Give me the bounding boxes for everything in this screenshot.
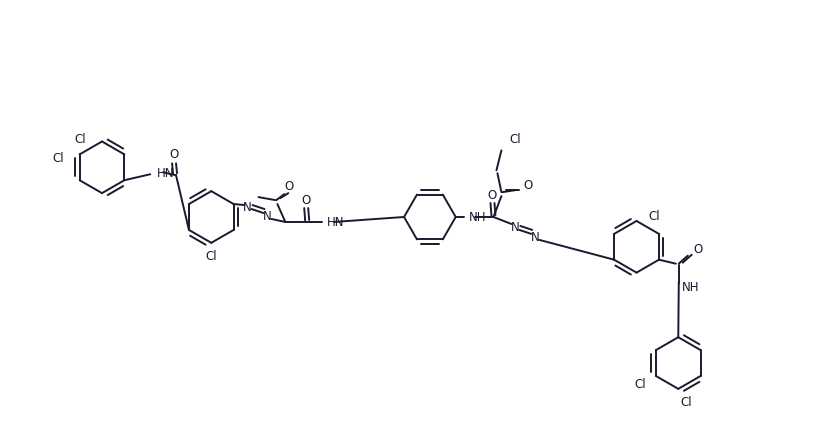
Text: N: N <box>511 221 520 234</box>
Text: O: O <box>169 147 178 160</box>
Text: O: O <box>284 179 294 192</box>
Text: Cl: Cl <box>635 378 646 390</box>
Text: N: N <box>243 200 252 213</box>
Text: O: O <box>487 188 497 201</box>
Text: Cl: Cl <box>52 151 64 165</box>
Text: NH: NH <box>469 211 486 224</box>
Text: Cl: Cl <box>510 133 521 146</box>
Text: Cl: Cl <box>649 210 660 223</box>
Text: N: N <box>263 210 272 223</box>
Text: NH: NH <box>681 280 700 293</box>
Text: O: O <box>302 193 311 206</box>
Text: O: O <box>694 243 703 256</box>
Text: O: O <box>524 178 533 191</box>
Text: N: N <box>531 231 539 244</box>
Text: HN: HN <box>157 166 174 179</box>
Text: Cl: Cl <box>75 133 86 146</box>
Text: Cl: Cl <box>206 250 217 263</box>
Text: HN: HN <box>327 216 344 229</box>
Text: Cl: Cl <box>681 395 692 408</box>
